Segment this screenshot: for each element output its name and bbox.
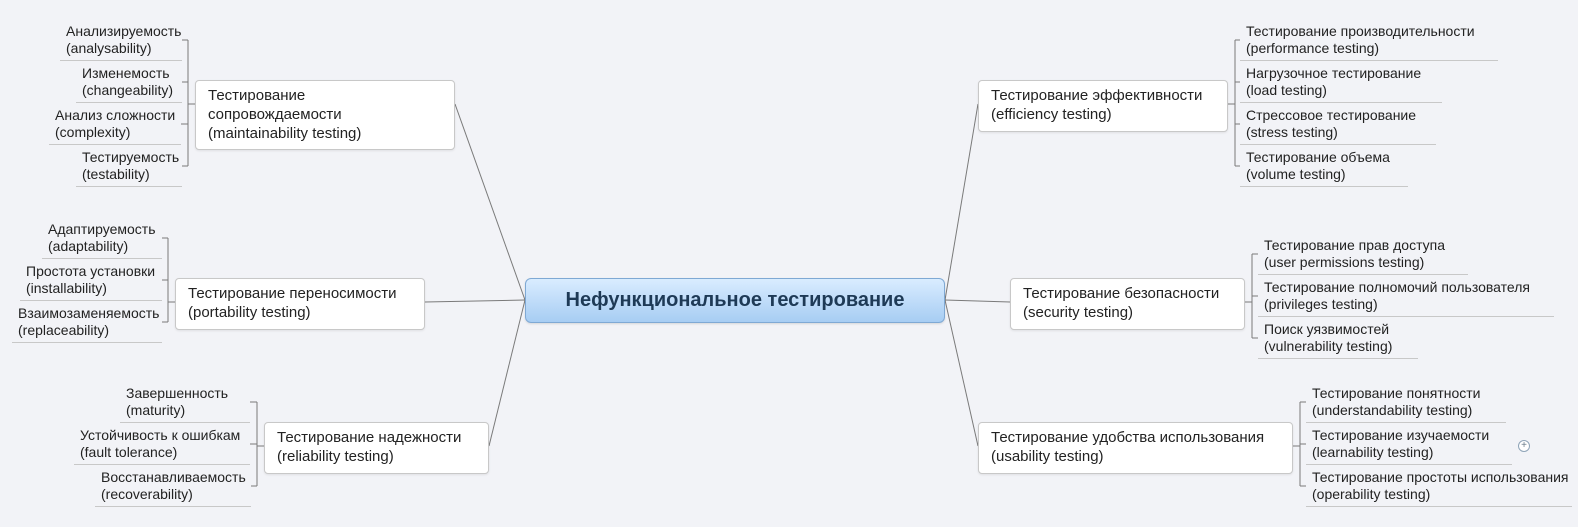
expand-icon[interactable]: +	[1518, 440, 1530, 452]
leaf-title: Простота установки	[26, 263, 155, 279]
leaf-subtitle: (user permissions testing)	[1264, 254, 1424, 270]
leaf-title: Восстанавливаемость	[101, 469, 246, 485]
leaf-subtitle: (learnability testing)	[1312, 444, 1433, 460]
leaf-subtitle: (volume testing)	[1246, 166, 1346, 182]
leaf-sec-2[interactable]: Поиск уязвимостей(vulnerability testing)	[1258, 320, 1418, 359]
branch-subtitle: (maintainability testing)	[208, 125, 361, 142]
leaf-port-0[interactable]: Адаптируемость(adaptability)	[42, 220, 162, 259]
leaf-subtitle: (privileges testing)	[1264, 296, 1378, 312]
leaf-title: Изменемость	[82, 65, 170, 81]
branch-subtitle: (usability testing)	[991, 448, 1104, 465]
root-node[interactable]: Нефункциональное тестирование	[525, 278, 945, 323]
leaf-subtitle: (recoverability)	[101, 486, 193, 502]
leaf-subtitle: (fault tolerance)	[80, 444, 177, 460]
branch-title: Тестирование надежности	[277, 429, 461, 446]
leaf-port-2[interactable]: Взаимозаменяемость(replaceability)	[12, 304, 162, 343]
leaf-subtitle: (complexity)	[55, 124, 130, 140]
leaf-maint-1[interactable]: Изменемость(changeability)	[76, 64, 182, 103]
leaf-title: Тестирование прав доступа	[1264, 237, 1445, 253]
leaf-title: Анализируемость	[66, 23, 181, 39]
leaf-title: Стрессовое тестирование	[1246, 107, 1416, 123]
branch-title: Тестирование переносимости	[188, 285, 396, 302]
leaf-title: Тестирование понятности	[1312, 385, 1481, 401]
leaf-maint-3[interactable]: Тестируемость(testability)	[76, 148, 182, 187]
branch-subtitle: (portability testing)	[188, 304, 311, 321]
leaf-eff-1[interactable]: Нагрузочное тестирование(load testing)	[1240, 64, 1442, 103]
branch-maint[interactable]: Тестирование сопровождаемости (maintainab…	[195, 80, 455, 150]
leaf-usab-1[interactable]: Тестирование изучаемости(learnability te…	[1306, 426, 1512, 465]
leaf-subtitle: (understandability testing)	[1312, 402, 1472, 418]
leaf-subtitle: (replaceability)	[18, 322, 109, 338]
leaf-reli-2[interactable]: Восстанавливаемость(recoverability)	[95, 468, 251, 507]
leaf-title: Тестируемость	[82, 149, 179, 165]
leaf-eff-2[interactable]: Стрессовое тестирование(stress testing)	[1240, 106, 1436, 145]
leaf-title: Адаптируемость	[48, 221, 155, 237]
leaf-sec-0[interactable]: Тестирование прав доступа(user permissio…	[1258, 236, 1468, 275]
leaf-eff-0[interactable]: Тестирование производительности(performa…	[1240, 22, 1498, 61]
leaf-title: Тестирование простоты использования	[1312, 469, 1569, 485]
leaf-usab-2[interactable]: Тестирование простоты использования(oper…	[1306, 468, 1572, 507]
branch-title: Тестирование сопровождаемости	[208, 87, 342, 123]
branch-eff[interactable]: Тестирование эффективности (efficiency te…	[978, 80, 1228, 132]
leaf-eff-3[interactable]: Тестирование объема(volume testing)	[1240, 148, 1408, 187]
leaf-title: Нагрузочное тестирование	[1246, 65, 1421, 81]
leaf-subtitle: (analysability)	[66, 40, 152, 56]
branch-title: Тестирование удобства использования	[991, 429, 1264, 446]
branch-title: Тестирование эффективности	[991, 87, 1202, 104]
leaf-subtitle: (maturity)	[126, 402, 185, 418]
mindmap-canvas: Нефункциональное тестирование Тестировани…	[0, 0, 1578, 527]
root-label: Нефункциональное тестирование	[566, 289, 905, 311]
leaf-usab-0[interactable]: Тестирование понятности(understandabilit…	[1306, 384, 1506, 423]
leaf-title: Поиск уязвимостей	[1264, 321, 1389, 337]
branch-usab[interactable]: Тестирование удобства использования (usab…	[978, 422, 1293, 474]
leaf-title: Взаимозаменяемость	[18, 305, 159, 321]
branch-sec[interactable]: Тестирование безопасности (security testi…	[1010, 278, 1245, 330]
leaf-subtitle: (installability)	[26, 280, 107, 296]
leaf-port-1[interactable]: Простота установки(installability)	[20, 262, 162, 301]
leaf-subtitle: (testability)	[82, 166, 150, 182]
branch-subtitle: (security testing)	[1023, 304, 1133, 321]
leaf-maint-2[interactable]: Анализ сложности(complexity)	[49, 106, 181, 145]
leaf-title: Завершенность	[126, 385, 228, 401]
branch-reli[interactable]: Тестирование надежности (reliability test…	[264, 422, 489, 474]
leaf-title: Анализ сложности	[55, 107, 175, 123]
branch-subtitle: (efficiency testing)	[991, 106, 1112, 123]
leaf-subtitle: (operability testing)	[1312, 486, 1430, 502]
leaf-title: Тестирование производительности	[1246, 23, 1475, 39]
leaf-subtitle: (load testing)	[1246, 82, 1327, 98]
leaf-reli-0[interactable]: Завершенность(maturity)	[120, 384, 250, 423]
leaf-subtitle: (performance testing)	[1246, 40, 1379, 56]
branch-port[interactable]: Тестирование переносимости (portability t…	[175, 278, 425, 330]
leaf-subtitle: (changeability)	[82, 82, 173, 98]
leaf-subtitle: (adaptability)	[48, 238, 128, 254]
leaf-title: Устойчивость к ошибкам	[80, 427, 240, 443]
leaf-title: Тестирование полномочий пользователя	[1264, 279, 1530, 295]
leaf-reli-1[interactable]: Устойчивость к ошибкам(fault tolerance)	[74, 426, 250, 465]
leaf-title: Тестирование изучаемости	[1312, 427, 1489, 443]
leaf-subtitle: (vulnerability testing)	[1264, 338, 1392, 354]
leaf-sec-1[interactable]: Тестирование полномочий пользователя(pri…	[1258, 278, 1554, 317]
leaf-title: Тестирование объема	[1246, 149, 1390, 165]
leaf-subtitle: (stress testing)	[1246, 124, 1338, 140]
branch-title: Тестирование безопасности	[1023, 285, 1219, 302]
leaf-maint-0[interactable]: Анализируемость(analysability)	[60, 22, 182, 61]
branch-subtitle: (reliability testing)	[277, 448, 394, 465]
